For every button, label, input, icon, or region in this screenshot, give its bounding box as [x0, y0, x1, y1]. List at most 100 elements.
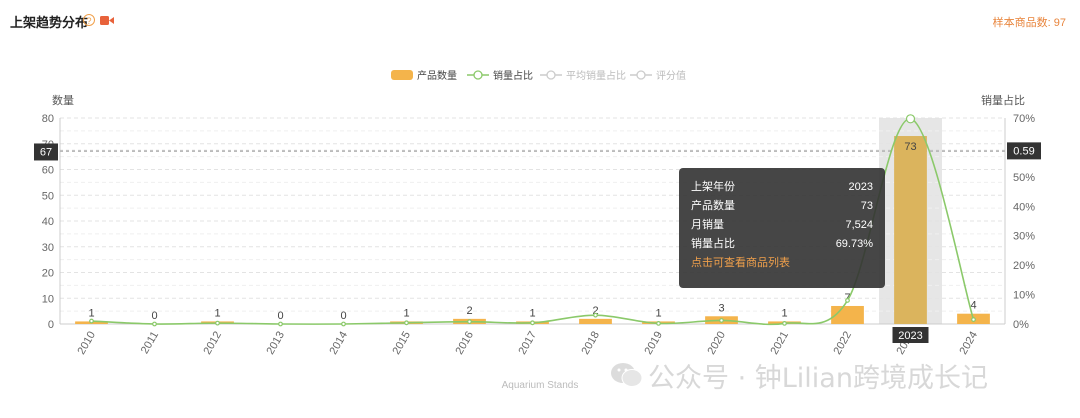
y-tick-right: 50%	[1013, 172, 1035, 184]
bar-2023	[894, 136, 927, 324]
line-point-2012	[215, 320, 220, 326]
line-point-2017	[530, 320, 535, 326]
line-point-2022	[845, 298, 850, 303]
bar-value-label: 0	[151, 310, 157, 322]
legend-swatch-point	[546, 70, 556, 80]
sample-label: 样本商品数:	[992, 17, 1054, 29]
x-tick-label: 2014	[327, 330, 350, 357]
line-point-2018	[593, 312, 598, 318]
y-tick-left: 20	[42, 268, 54, 280]
help-icon[interactable]: ?	[83, 14, 95, 26]
y-tick-right: 70%	[1013, 113, 1035, 125]
tooltip-value: 7,524	[845, 219, 873, 231]
y-tick-left: 50	[42, 190, 54, 202]
tooltip-value: 69.73%	[835, 238, 873, 250]
y-axis-left-label: 数量	[52, 94, 74, 107]
x-axis-name: Aquarium Stands	[501, 380, 579, 391]
tooltip-row: 上架年份 2023	[691, 178, 873, 197]
sample-value: 97	[1053, 17, 1066, 29]
y-tick-left: 10	[42, 293, 54, 305]
x-tick-label: 2012	[201, 330, 224, 357]
y-tick-left: 0	[48, 319, 54, 331]
x-tick-label: 2021	[768, 330, 791, 357]
bar-value-label: 1	[403, 307, 409, 319]
bar-value-label: 1	[88, 307, 94, 319]
line-point-2021	[782, 321, 787, 326]
bar-value-label: 0	[340, 310, 346, 322]
tooltip-value: 73	[860, 200, 873, 212]
y-tick-left: 30	[42, 242, 54, 254]
bar-value-label: 3	[718, 302, 724, 314]
y-tick-left: 80	[42, 113, 54, 125]
header: 上架趋势分布 ? 样本商品数: 97	[10, 12, 1066, 32]
ref-right-badge	[1007, 142, 1041, 160]
x-tick-label: 2015	[390, 330, 413, 357]
x-tick-label: 2011	[139, 330, 161, 356]
line-point-2013	[278, 321, 283, 327]
legend-label: 平均销量占比	[566, 69, 626, 82]
video-camera-icon[interactable]	[100, 16, 114, 25]
x-highlight-badge	[892, 327, 929, 343]
tooltip-row: 月销量 7,524	[691, 216, 873, 235]
tooltip-value: 2023	[848, 181, 873, 193]
x-tick-label: 2017	[516, 330, 539, 357]
x-tick-label: 2018	[579, 330, 602, 357]
ref-right-label: 0.59	[1013, 145, 1034, 157]
legend-label: 产品数量	[417, 69, 457, 82]
y-tick-right: 10%	[1013, 290, 1035, 302]
x-tick-label: 2022	[831, 330, 854, 357]
line-point-2020	[719, 318, 724, 323]
line-point-2023	[905, 114, 916, 124]
legend-label: 销量占比	[493, 69, 533, 82]
x-tick-label: 2020	[705, 330, 728, 357]
legend-swatch-bar	[391, 70, 413, 80]
bar-value-label: 2	[592, 305, 598, 317]
bar-value-label: 1	[214, 307, 220, 319]
tooltip-label: 月销量	[691, 219, 724, 231]
y-tick-right: 20%	[1013, 260, 1035, 272]
y-tick-right: 30%	[1013, 231, 1035, 243]
legend-swatch-point	[473, 70, 483, 80]
bar-value-label: 73	[904, 141, 916, 153]
tooltip-label: 上架年份	[691, 181, 735, 193]
tooltip-label: 产品数量	[691, 200, 735, 212]
y-tick-right: 40%	[1013, 201, 1035, 213]
bar-value-label: 0	[277, 310, 283, 322]
x-tick-label: 2016	[453, 330, 476, 357]
ref-left-label: 67	[40, 146, 52, 158]
bar-value-label: 7	[844, 292, 850, 304]
line-point-2015	[404, 320, 409, 326]
tooltip-row: 销量占比 69.73%	[691, 235, 873, 254]
bar-value-label: 2	[466, 305, 472, 317]
bar-value-label: 1	[529, 307, 535, 319]
x-tick-label: 2024	[957, 330, 980, 357]
x-highlight-label: 2023	[898, 330, 922, 342]
tooltip-label: 销量占比	[691, 238, 735, 250]
bar-2018	[579, 318, 612, 324]
y-tick-left: 40	[42, 216, 54, 228]
view-products-link[interactable]: 点击可查看商品列表	[691, 257, 790, 269]
wechat-logo-icon	[611, 363, 643, 387]
tooltip-row: 产品数量 73	[691, 197, 873, 216]
legend-swatch-point	[636, 70, 646, 80]
line-point-2016	[467, 319, 472, 325]
bar-value-label: 1	[781, 307, 787, 319]
line-point-2011	[152, 321, 157, 327]
x-tick-label: 2019	[642, 330, 665, 357]
watermark: 公众号 · 钟Lilian跨境成长记	[648, 363, 988, 394]
y-axis-right-label: 销量占比	[981, 93, 1025, 107]
x-tick-label: 2013	[264, 330, 287, 357]
bar-value-label: 4	[970, 300, 976, 312]
y-tick-left: 60	[42, 165, 54, 177]
bar-value-label: 1	[655, 307, 661, 319]
y-tick-right: 0%	[1013, 319, 1029, 331]
line-point-2019	[656, 321, 661, 326]
line-point-2010	[89, 318, 94, 324]
tooltip: 上架年份 2023 产品数量 73 月销量 7,524 销量占比 69.73% 点击可查看商品…	[679, 168, 885, 288]
sample-count: 样本商品数: 97	[993, 14, 1066, 30]
chart-title: 上架趋势分布	[10, 15, 89, 30]
x-tick-label: 2010	[75, 330, 98, 357]
legend-label: 评分值	[656, 69, 686, 82]
line-point-2014	[341, 321, 346, 327]
